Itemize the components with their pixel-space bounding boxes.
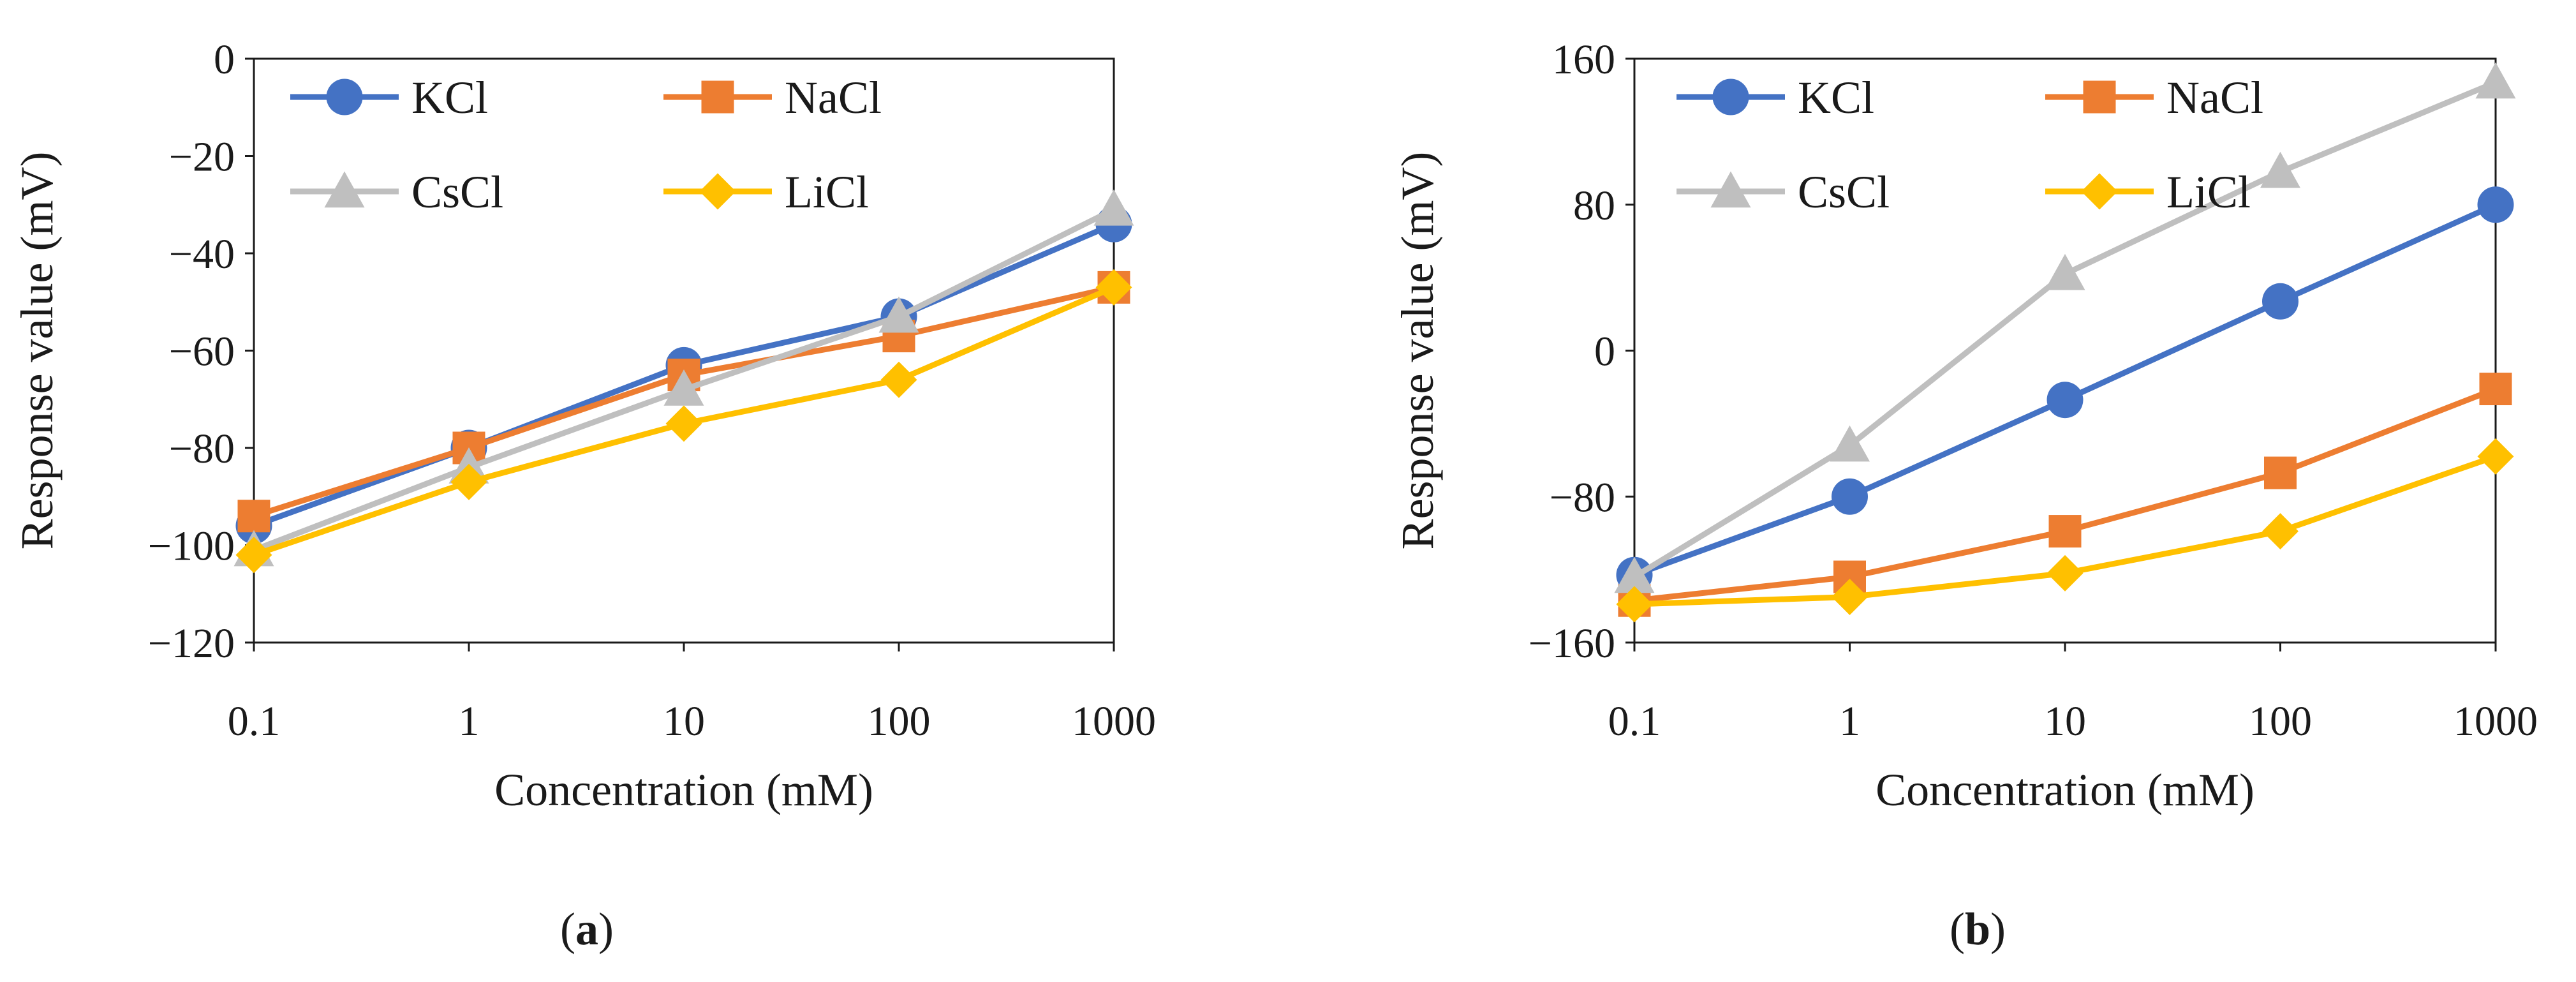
- legend-entry-licl: LiCl: [663, 167, 869, 218]
- y-tick-label: −160: [1529, 620, 1615, 667]
- y-tick-label: 160: [1552, 36, 1615, 83]
- legend-marker: [1712, 78, 1749, 115]
- legend-marker: [324, 171, 365, 208]
- data-point: [2048, 515, 2082, 548]
- data-point: [1616, 586, 1653, 623]
- legend-marker: [2081, 173, 2118, 210]
- data-point: [235, 537, 272, 574]
- data-point: [450, 463, 487, 500]
- legend-label: KCl: [1798, 72, 1874, 123]
- legend-label: LiCl: [785, 167, 869, 218]
- legend-marker: [1710, 171, 1751, 208]
- x-axis-title: Concentration (mM): [494, 764, 873, 815]
- legend-entry-kcl: KCl: [1677, 72, 1874, 123]
- chart-panel-b: 160 80 0 −80 −160 0.1 1 10 100 1000 Concentration …: [1392, 36, 2538, 815]
- legend-entry-nacl: NaCl: [2045, 72, 2263, 123]
- legend-entry-licl: LiCl: [2045, 167, 2251, 218]
- x-tick-label: 1: [459, 698, 480, 745]
- x-tick-label: 1: [1839, 698, 1860, 745]
- legend-label: LiCl: [2166, 167, 2251, 218]
- panel-label: (a): [560, 904, 614, 955]
- data-point: [2047, 382, 2084, 419]
- legend-marker: [326, 78, 363, 115]
- y-tick-label: −20: [169, 134, 235, 181]
- panel-label-letter: a: [575, 904, 598, 955]
- legend-entry-cscl: CsCl: [290, 167, 503, 218]
- y-tick-label: −60: [169, 329, 235, 375]
- y-axis-title: Response value (mV): [11, 152, 63, 550]
- panel-label-open: (: [560, 904, 575, 955]
- x-tick-label: 100: [868, 698, 931, 745]
- data-point: [2477, 438, 2514, 475]
- data-point: [2045, 253, 2085, 290]
- data-point: [1093, 189, 1134, 226]
- x-tick-label: 100: [2249, 698, 2312, 745]
- y-tick-label: 80: [1573, 182, 1615, 229]
- data-point: [2264, 456, 2297, 489]
- data-point: [2262, 513, 2298, 550]
- legend-label: NaCl: [785, 72, 882, 123]
- chart-panel-a: 0 −20 −40 −60 −80 −100 −120 0.1 1 10 100 1000 Concen…: [11, 36, 1156, 815]
- x-tick-label: 10: [663, 698, 705, 745]
- legend: KCl NaCl CsCl LiCl: [1677, 72, 2263, 218]
- x-axis-title: Concentration (mM): [1876, 764, 2254, 815]
- data-point: [1830, 425, 1870, 462]
- legend-label: KCl: [411, 72, 488, 123]
- y-tick-label: −80: [1550, 474, 1615, 521]
- legend-label: CsCl: [411, 167, 503, 218]
- legend-label: CsCl: [1798, 167, 1890, 218]
- data-point: [1614, 556, 1655, 593]
- legend-marker: [2083, 80, 2116, 114]
- y-tick-label: −80: [169, 426, 235, 472]
- series-cscl: [1614, 62, 2516, 593]
- y-tick-label: 0: [1594, 329, 1615, 375]
- panel-label-close: ): [598, 904, 614, 955]
- x-tick-label: 1000: [1072, 698, 1156, 745]
- data-point: [1832, 478, 1868, 515]
- legend-entry-kcl: KCl: [290, 72, 488, 123]
- x-tick-label: 10: [2044, 698, 2086, 745]
- data-point: [665, 405, 702, 442]
- data-point: [1832, 579, 1868, 616]
- x-tick-label: 1000: [2454, 698, 2538, 745]
- panel-label-letter: b: [1965, 904, 1990, 955]
- x-tick-label: 0.1: [1608, 698, 1661, 745]
- data-point: [2047, 554, 2084, 591]
- data-point: [2475, 62, 2516, 99]
- series-licl: [235, 269, 1132, 574]
- panel-label: (b): [1950, 904, 2006, 955]
- data-point: [2262, 283, 2298, 320]
- data-point: [663, 369, 704, 406]
- panel-label-close: ): [1990, 904, 2006, 955]
- series-licl: [1616, 438, 2514, 623]
- legend-marker: [699, 173, 736, 210]
- y-tick-label: −100: [148, 523, 235, 570]
- data-point: [237, 500, 270, 533]
- legend-label: NaCl: [2166, 72, 2263, 123]
- data-point: [1095, 269, 1132, 306]
- y-axis-title: Response value (mV): [1392, 152, 1443, 550]
- legend-marker: [701, 80, 734, 114]
- panel-label-open: (: [1950, 904, 1965, 955]
- legend-entry-nacl: NaCl: [663, 72, 882, 123]
- x-tick-label: 0.1: [228, 698, 281, 745]
- y-tick-label: −40: [169, 231, 235, 278]
- y-tick-label: −120: [148, 620, 235, 667]
- data-point: [878, 296, 919, 333]
- data-point: [880, 361, 917, 398]
- legend-entry-cscl: CsCl: [1677, 167, 1890, 218]
- legend: KCl NaCl CsCl LiCl: [290, 72, 882, 218]
- y-tick-label: 0: [214, 36, 235, 83]
- data-point: [2477, 186, 2514, 223]
- data-point: [2479, 373, 2512, 406]
- data-point: [2260, 151, 2300, 188]
